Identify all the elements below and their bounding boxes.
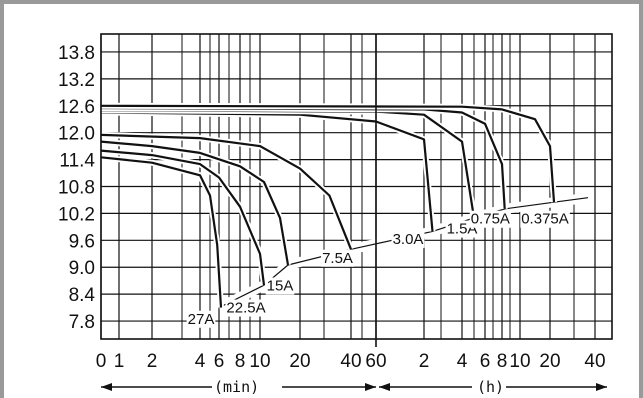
axes [100,33,613,347]
y-tick-label-4: 11.4 [59,151,95,172]
curve-label-7: 0.375A [521,211,569,228]
y-tick-label-5: 10.8 [58,178,95,199]
x-tick-label-0: 0 [96,351,107,372]
curve-7 [100,104,556,203]
curve-label-bg-6 [469,210,511,228]
x-tick-labels: 0 1 2 4 6 8 10 20 40 60 2 4 6 8 10 20 40 [96,351,606,372]
discharge-chart: 13.8 13.2 12.6 12.0 11.4 10.8 10.2 9.6 9.0 8.4 7.8… [58,33,613,396]
x-tick-label-15: 20 [539,351,560,372]
curve-label-5: 1.5A [447,221,478,238]
x-tick-label-16: 40 [584,351,605,372]
x-tick-label-10: 2 [419,351,430,372]
curve-label-bg-4 [391,230,425,248]
x-tick-label-11: 4 [457,351,468,372]
plot-border [100,33,613,340]
x-tick-label-5: 8 [235,351,246,372]
curve-label-bg-0 [186,310,216,328]
min-unit-label: (min) [214,378,259,396]
curve-label-bg-2 [265,277,295,295]
x-tick-label-14: 10 [509,351,530,372]
curve-3 [100,133,353,250]
h-range-arrow-right [596,383,607,391]
curve-label-4: 3.0A [393,231,424,248]
discharge-curves [100,102,557,308]
curve-label-6: 0.75A [471,211,510,228]
x-tick-label-9: 60 [365,351,386,372]
x-tick-label-12: 6 [480,351,491,372]
curve-0 [100,156,223,308]
curve-label-1: 22.5A [226,300,265,317]
y-tick-label-1: 13.2 [58,70,95,91]
x-tick-label-3: 4 [195,351,206,372]
curve-label-3: 7.5A [322,250,353,267]
y-tick-labels: 13.8 13.2 12.6 12.0 11.4 10.8 10.2 9.6 9.0 8.4 7.8 [58,43,95,333]
curve-label-bg-7 [520,210,570,228]
curve-1 [100,149,266,286]
x-tick-label-2: 2 [147,351,158,372]
h-unit-label: (h) [477,378,504,396]
x-tick-label-4: 6 [214,351,225,372]
y-tick-label-10: 7.8 [69,312,95,333]
y-tick-label-8: 9.0 [69,258,95,279]
x-tick-label-8: 40 [340,351,361,372]
y-tick-label-2: 12.6 [58,97,95,118]
y-tick-label-6: 10.2 [58,204,95,225]
min-range-arrow-left [101,383,112,391]
curve-label-bg-1 [225,299,267,317]
y-tick-label-0: 13.8 [58,43,95,64]
min-range-arrow-right [365,383,376,391]
curve-label-0: 27A [188,311,215,328]
x-tick-label-13: 8 [497,351,508,372]
x-tick-label-7: 20 [289,351,310,372]
curve-2 [100,140,290,266]
y-tick-label-3: 12.0 [58,124,95,145]
x-tick-label-1: 1 [114,351,125,372]
x-tick-label-6: 10 [249,351,270,372]
curve-label-bg-3 [321,249,354,267]
h-range-arrow-left [379,383,390,391]
curve-label-2: 15A [267,278,294,295]
grid-lines [100,34,612,339]
y-tick-label-7: 9.6 [69,231,95,252]
curve-halo-7 [100,102,557,203]
unit-axis: (min) (h) [101,378,607,396]
y-tick-label-9: 8.4 [69,285,96,306]
